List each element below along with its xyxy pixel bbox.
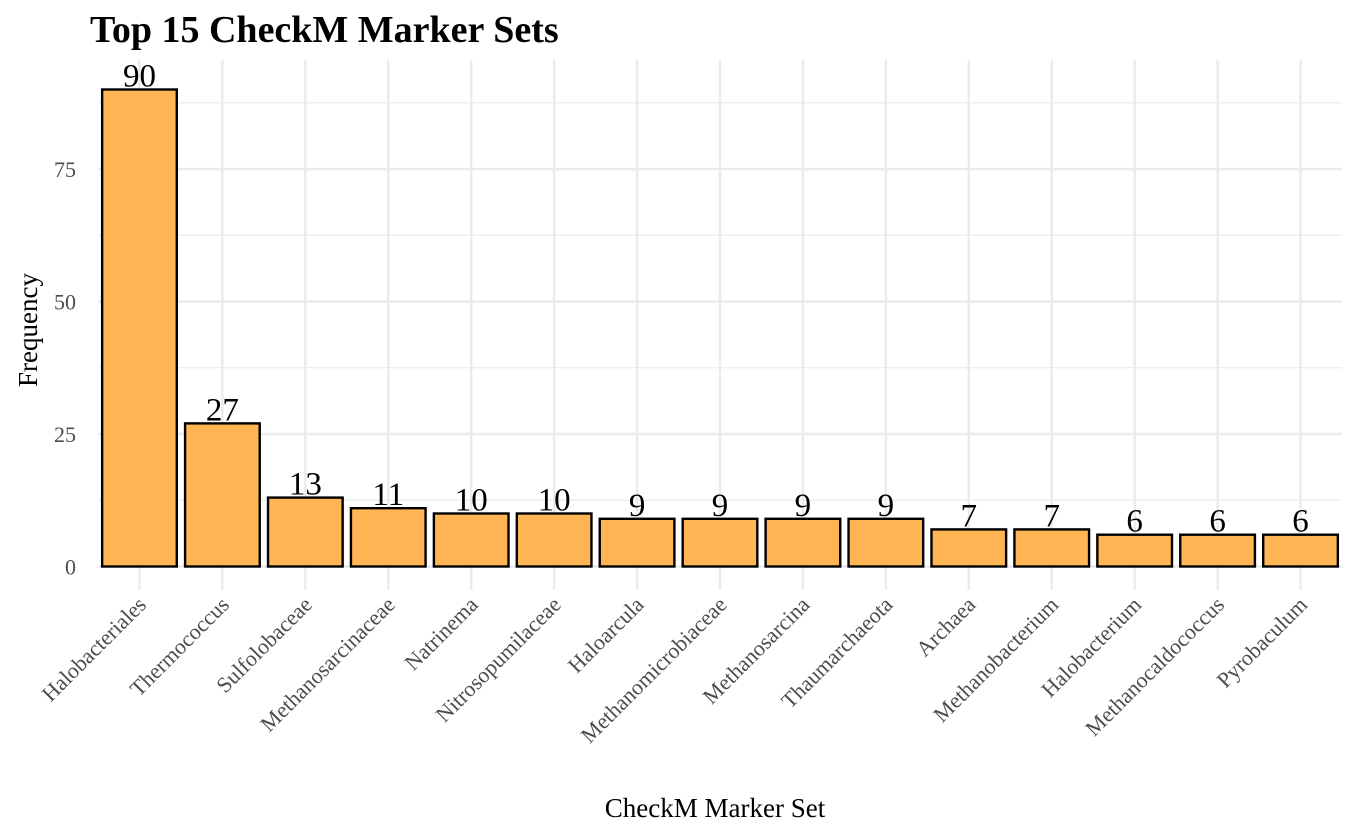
y-axis-ticks: 0 25 50 75: [54, 157, 76, 580]
data-label: 9: [878, 488, 895, 524]
x-tick-label: Haloarcula: [563, 592, 649, 678]
bars: [100, 88, 1340, 568]
data-label: 9: [795, 488, 812, 524]
data-label: 9: [629, 488, 646, 524]
x-tick-label: Archaea: [911, 592, 981, 662]
data-label: 7: [961, 498, 978, 534]
bar: [681, 517, 759, 568]
bar: [1013, 528, 1091, 568]
y-axis-label: Frequency: [13, 273, 43, 387]
y-tick-label: 25: [54, 422, 76, 447]
data-label: 13: [289, 467, 322, 503]
bar: [432, 512, 510, 568]
y-tick-label: 50: [54, 290, 76, 315]
bar: [100, 88, 178, 568]
x-axis-ticks: HalobacterialesThermococcusSulfolobaceae…: [37, 592, 1312, 748]
data-label: 90: [123, 59, 156, 95]
data-label: 7: [1043, 498, 1060, 534]
bar: [1096, 533, 1174, 568]
bar: [1179, 533, 1257, 568]
bar: [266, 496, 344, 568]
data-label: 11: [372, 477, 404, 513]
y-tick-label: 75: [54, 157, 76, 182]
data-label: 6: [1209, 504, 1226, 540]
data-labels: 90 27 13 11 10 10 9 9 9 9 7 7 6 6 6: [123, 59, 1309, 540]
bar: [515, 512, 593, 568]
bar: [598, 517, 676, 568]
data-label: 9: [712, 488, 729, 524]
data-label: 10: [455, 483, 488, 519]
y-tick-label: 0: [65, 555, 76, 580]
x-tick-label: Methanomicrobiaceae: [576, 592, 732, 748]
x-tick-label: Natrinema: [399, 592, 482, 675]
bar: [183, 422, 261, 568]
data-label: 6: [1292, 504, 1309, 540]
data-label: 10: [538, 483, 571, 519]
bar: [1262, 533, 1340, 568]
x-tick-label: Methanocaldococcus: [1080, 592, 1229, 741]
x-axis-label: CheckM Marker Set: [605, 793, 826, 823]
data-label: 6: [1126, 504, 1143, 540]
bar: [930, 528, 1008, 568]
bar: [847, 517, 925, 568]
chart-title: Top 15 CheckM Marker Sets: [90, 9, 559, 51]
bar: [349, 507, 427, 568]
bar: [764, 517, 842, 568]
data-label: 27: [206, 392, 239, 428]
